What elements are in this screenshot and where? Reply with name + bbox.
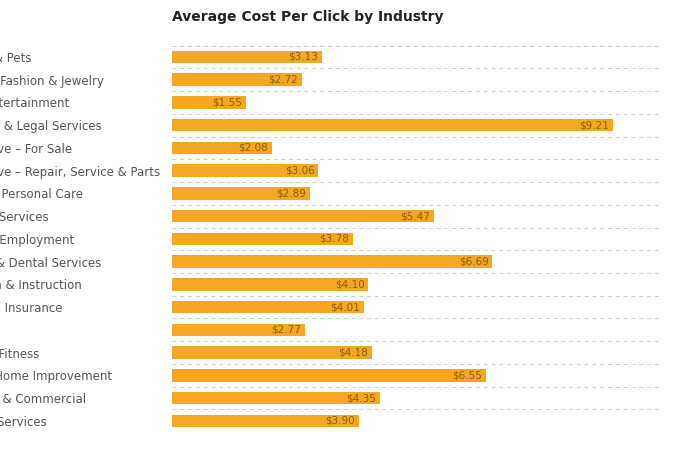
Text: $4.10: $4.10 — [335, 279, 365, 289]
Text: $2.89: $2.89 — [276, 188, 307, 198]
Bar — [172, 210, 434, 222]
Text: $4.01: $4.01 — [330, 302, 360, 312]
Text: $3.13: $3.13 — [288, 52, 318, 62]
Text: $9.21: $9.21 — [580, 120, 609, 130]
Bar — [172, 96, 246, 109]
Text: $1.55: $1.55 — [212, 97, 242, 107]
Bar — [172, 415, 359, 427]
Text: $4.35: $4.35 — [346, 393, 377, 403]
Bar — [172, 233, 353, 245]
Bar — [172, 255, 493, 268]
Bar — [172, 324, 305, 336]
Text: $3.06: $3.06 — [285, 166, 315, 176]
Bar — [172, 73, 302, 86]
Text: Average Cost Per Click by Industry: Average Cost Per Click by Industry — [172, 10, 443, 24]
Bar — [172, 142, 272, 154]
Text: $3.90: $3.90 — [325, 416, 355, 426]
Text: $4.18: $4.18 — [338, 348, 368, 358]
Text: $6.55: $6.55 — [452, 370, 482, 380]
Bar — [172, 392, 380, 404]
Bar — [172, 187, 310, 200]
Bar — [172, 346, 372, 359]
Text: $5.47: $5.47 — [400, 211, 430, 221]
Text: $6.69: $6.69 — [459, 257, 489, 267]
Bar — [172, 119, 613, 131]
Bar — [172, 369, 486, 382]
Bar — [172, 301, 364, 313]
Bar — [172, 278, 368, 291]
Bar — [172, 164, 319, 177]
Bar — [172, 51, 321, 63]
Text: $2.08: $2.08 — [238, 143, 268, 153]
Text: $2.72: $2.72 — [268, 75, 299, 85]
Text: $3.78: $3.78 — [319, 234, 349, 244]
Text: $2.77: $2.77 — [271, 325, 301, 335]
